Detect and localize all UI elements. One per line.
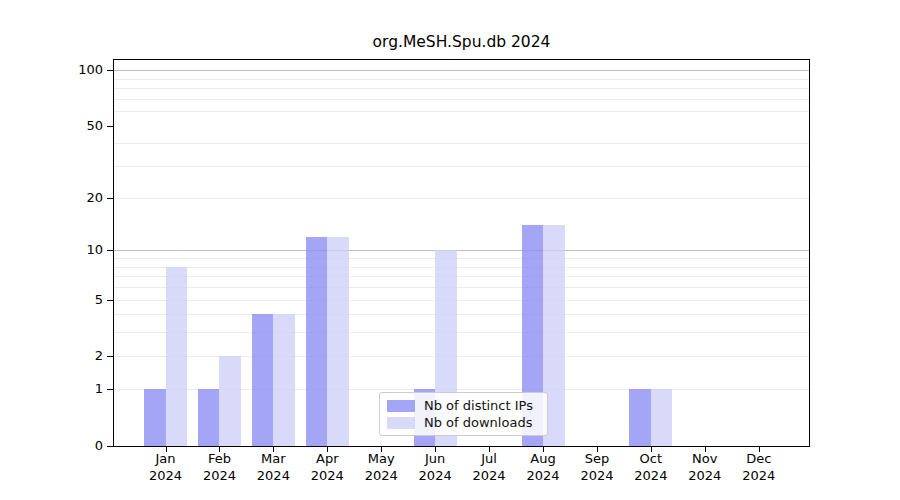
x-tick-label-dec: Dec 2024 — [727, 451, 791, 484]
bar-nb-of-distinct-ips-jan — [144, 389, 166, 446]
y-tick-5 — [107, 300, 114, 301]
bar-nb-of-distinct-ips-mar — [252, 314, 274, 446]
y-tick-label-5: 5 — [53, 292, 103, 308]
legend-item-downloads: Nb of downloads — [387, 415, 539, 430]
gridline-60 — [114, 111, 809, 112]
y-tick-label-50: 50 — [53, 118, 103, 134]
gridline-40 — [114, 143, 809, 144]
downloads-color-swatch — [387, 417, 415, 429]
y-tick-0 — [107, 446, 114, 447]
gridline-6 — [114, 287, 809, 288]
y-tick-label-10: 10 — [53, 242, 103, 258]
gridline-10 — [114, 250, 809, 251]
gridline-3 — [114, 332, 809, 333]
bar-nb-of-downloads-apr — [327, 237, 349, 446]
y-tick-label-0: 0 — [53, 438, 103, 454]
bar-nb-of-distinct-ips-feb — [198, 389, 220, 446]
y-tick-label-20: 20 — [53, 190, 103, 206]
y-tick-20 — [107, 198, 114, 199]
gridline-80 — [114, 88, 809, 89]
bar-nb-of-downloads-oct — [651, 389, 673, 446]
y-tick-50 — [107, 126, 114, 127]
bar-nb-of-downloads-jan — [166, 267, 188, 446]
legend-label-downloads: Nb of downloads — [424, 415, 532, 430]
legend: Nb of distinct IPs Nb of downloads — [379, 392, 548, 436]
chart-title: org.MeSH.Spu.db 2024 — [113, 33, 810, 51]
bar-nb-of-downloads-feb — [219, 356, 241, 446]
legend-label-distinct-ips: Nb of distinct IPs — [424, 398, 533, 413]
gridline-70 — [114, 99, 809, 100]
gridline-4 — [114, 314, 809, 315]
gridline-90 — [114, 79, 809, 80]
y-tick-label-100: 100 — [53, 62, 103, 78]
y-tick-1 — [107, 389, 114, 390]
gridline-100 — [114, 70, 809, 71]
y-tick-label-1: 1 — [53, 381, 103, 397]
y-tick-label-2: 2 — [53, 348, 103, 364]
gridline-9 — [114, 258, 809, 259]
gridline-7 — [114, 276, 809, 277]
gridline-30 — [114, 166, 809, 167]
download-stats-figure: org.MeSH.Spu.db 2024 0125102050100Jan 20… — [0, 0, 900, 500]
y-tick-2 — [107, 356, 114, 357]
legend-item-distinct-ips: Nb of distinct IPs — [387, 398, 539, 413]
gridline-20 — [114, 198, 809, 199]
gridline-8 — [114, 267, 809, 268]
y-tick-10 — [107, 250, 114, 251]
bar-nb-of-distinct-ips-oct — [629, 389, 651, 446]
gridline-2 — [114, 356, 809, 357]
gridline-5 — [114, 300, 809, 301]
bar-nb-of-distinct-ips-apr — [306, 237, 328, 446]
distinct-ips-color-swatch — [387, 400, 415, 412]
bar-nb-of-downloads-mar — [273, 314, 295, 446]
y-tick-100 — [107, 70, 114, 71]
